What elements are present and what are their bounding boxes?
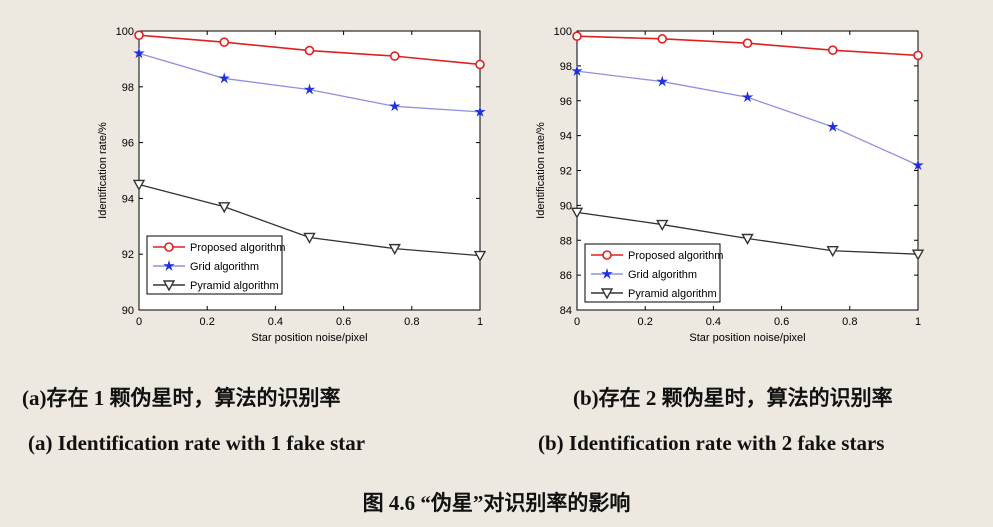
caption-b-chinese: (b)存在 2 颗伪星时，算法的识别率 [573,386,893,410]
x-tick-label: 0.4 [706,316,721,328]
data-point [572,31,582,42]
legend-marker [164,242,174,252]
x-tick-label: 0.6 [336,316,351,328]
data-point [826,120,839,132]
data-point [219,37,230,47]
y-tick-label: 96 [122,138,134,150]
y-axis-label: Identification rate/% [535,122,547,219]
data-point [656,219,669,231]
data-point [388,243,401,256]
x-tick-label: 0 [136,316,142,328]
figure-caption: 图 4.6 “伪星”对识别率的影响 [362,491,631,515]
y-tick-label: 84 [560,305,572,317]
y-tick-label: 94 [560,131,572,143]
x-tick-label: 0.4 [268,316,283,328]
y-tick-label: 94 [122,193,134,205]
x-tick-label: 1 [915,316,921,328]
x-axis-label: Star position noise/pixel [689,332,805,344]
legend-marker [600,288,614,300]
chart-panel-a: 90 92 94 96 98 100 0 0.2 0.4 0.6 0.8 1 Star position… [97,26,487,344]
data-point [741,233,754,245]
data-point [303,83,316,95]
data-point [571,65,583,76]
caption-a-english: (a) Identification rate with 1 fake star [28,431,366,455]
data-point [474,105,486,117]
y-tick-label: 96 [560,96,572,108]
x-tick-label: 0.8 [404,316,419,328]
y-tick-label: 86 [560,270,572,282]
y-tick-label: 98 [122,82,134,94]
y-tick-label: 88 [560,235,572,247]
x-tick-label: 0.6 [774,316,789,328]
data-point [911,249,925,261]
data-point [388,100,401,112]
data-point [657,34,668,44]
data-point [133,47,145,59]
legend-label: Grid algorithm [190,261,259,273]
data-point [134,30,144,40]
data-point [741,91,754,103]
data-point [132,179,146,191]
data-point [389,51,400,61]
y-axis-label: Identification rate/% [97,122,109,219]
x-tick-label: 0.2 [638,316,653,328]
legend-marker [163,259,175,271]
y-tick-label: 92 [560,166,572,178]
x-tick-label: 0.2 [200,316,215,328]
x-tick-label: 1 [477,316,483,328]
data-point [303,232,316,244]
x-tick-label: 0 [574,316,580,328]
legend-label: Pyramid algorithm [190,280,279,292]
data-point [473,250,487,263]
legend-marker [602,250,612,260]
legend-marker [601,267,613,279]
y-tick-label: 90 [122,305,134,317]
data-point [913,50,923,61]
x-axis-label: Star position noise/pixel [251,332,367,344]
legend-label: Pyramid algorithm [628,288,717,300]
data-point [742,38,753,49]
y-tick-label: 98 [560,61,572,73]
y-tick-label: 100 [116,26,134,38]
data-point [827,45,838,55]
y-tick-label: 100 [554,26,572,38]
y-tick-label: 92 [122,249,134,261]
data-point [218,72,231,84]
data-point [826,246,839,258]
data-point [475,59,485,70]
data-point [656,75,669,87]
data-point [570,207,584,219]
data-point [218,202,231,214]
data-point [912,159,924,171]
legend-label: Proposed algorithm [628,250,723,262]
legend-label: Proposed algorithm [190,242,285,254]
legend-marker [162,280,176,292]
data-point [304,45,315,56]
legend-label: Grid algorithm [628,269,697,281]
chart-panel-b: 84 86 88 90 92 94 96 98 100 0 0.2 0.4 0.6 0.8 1 Star po… [535,26,925,344]
y-tick-label: 90 [560,200,572,212]
caption-b-english: (b) Identification rate with 2 fake star… [538,431,885,455]
x-tick-label: 0.8 [842,316,857,328]
caption-a-chinese: (a)存在 1 颗伪星时，算法的识别率 [22,386,341,410]
